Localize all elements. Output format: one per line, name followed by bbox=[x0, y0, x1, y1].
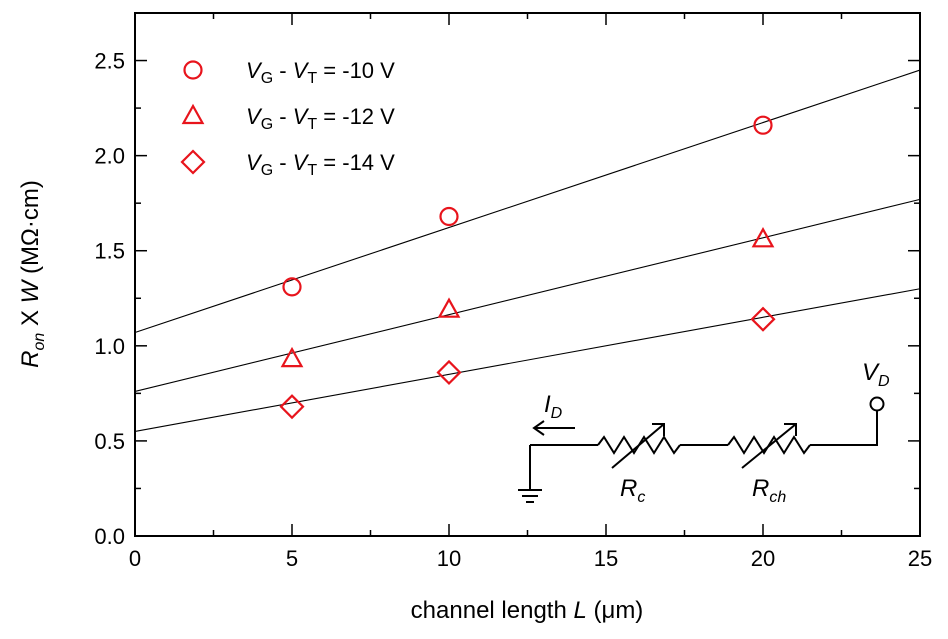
circuit-inset: ID VD Rc Rch bbox=[518, 359, 890, 506]
y-tick-label: 1.5 bbox=[94, 239, 125, 264]
x-axis: 0 5 10 15 20 25 bbox=[129, 13, 932, 571]
variable-arrow-rc bbox=[611, 423, 665, 469]
plot-frame bbox=[134, 12, 921, 537]
circuit-wire-drain bbox=[810, 411, 878, 446]
resistor-rch-label: Rch bbox=[752, 475, 786, 506]
x-tick-label: 10 bbox=[437, 546, 461, 571]
triangle-data-point bbox=[280, 346, 304, 368]
current-label: ID bbox=[544, 391, 563, 422]
fit-line-3 bbox=[134, 288, 921, 432]
legend-triangle-marker bbox=[181, 103, 205, 125]
y-tick-label: 0.5 bbox=[94, 429, 125, 454]
drain-terminal bbox=[869, 396, 885, 412]
fit-lines bbox=[134, 69, 921, 432]
y-tick-label: 0.0 bbox=[94, 524, 125, 549]
triangle-data-point bbox=[751, 227, 775, 248]
y-tick-label: 2.0 bbox=[94, 144, 125, 169]
circle-data-point bbox=[753, 115, 773, 135]
data-markers bbox=[279, 115, 776, 420]
current-arrow bbox=[532, 420, 575, 436]
circle-data-point bbox=[439, 206, 459, 227]
resistor-rc-label: Rc bbox=[620, 475, 645, 506]
x-tick-label: 5 bbox=[286, 546, 298, 571]
legend-circle-marker bbox=[183, 60, 203, 80]
legend-label-1: VG - VT = -10 V bbox=[246, 58, 395, 87]
legend-label-2: VG - VT = -12 V bbox=[246, 104, 395, 133]
x-tick-label: 20 bbox=[751, 546, 775, 571]
y-axis-label: Ron X W (MΩ·cm) bbox=[17, 180, 48, 368]
fit-line-1 bbox=[134, 69, 921, 334]
x-tick-label: 15 bbox=[594, 546, 618, 571]
legend: VG - VT = -10 V VG - VT = -12 V VG - VT = … bbox=[180, 58, 395, 179]
triangle-data-point bbox=[437, 297, 461, 318]
x-axis-label: channel length L (μm) bbox=[411, 597, 644, 624]
y-axis: 0.0 0.5 1.0 1.5 2.0 2.5 bbox=[94, 49, 920, 549]
diamond-data-point bbox=[436, 359, 462, 385]
variable-arrow-rch bbox=[741, 423, 797, 469]
ground-symbol bbox=[518, 445, 542, 503]
legend-diamond-marker bbox=[180, 149, 206, 175]
legend-label-3: VG - VT = -14 V bbox=[246, 150, 395, 179]
circle-data-point bbox=[282, 277, 302, 297]
diamond-data-point bbox=[750, 306, 776, 332]
y-tick-label: 2.5 bbox=[94, 49, 125, 74]
y-tick-label: 1.0 bbox=[94, 334, 125, 359]
diamond-data-point bbox=[279, 394, 305, 420]
x-tick-label: 0 bbox=[129, 546, 141, 571]
fit-line-2 bbox=[134, 198, 921, 392]
x-tick-label: 25 bbox=[908, 546, 932, 571]
drain-label: VD bbox=[862, 359, 890, 390]
